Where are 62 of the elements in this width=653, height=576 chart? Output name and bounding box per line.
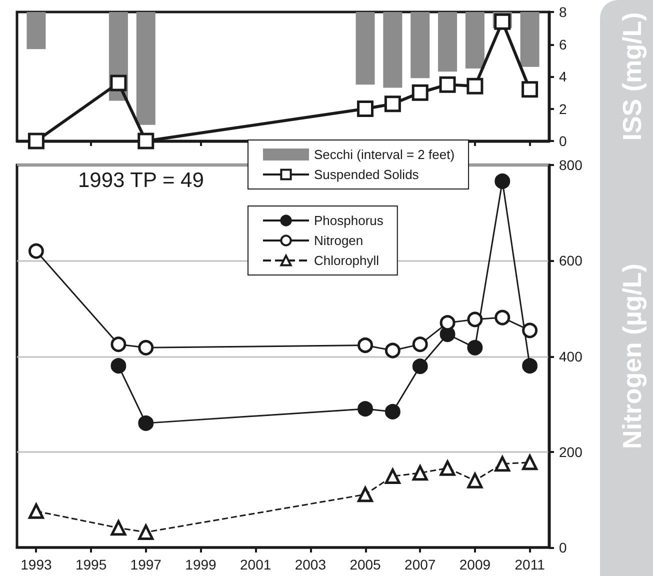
legend-label: Phosphorus [314, 213, 384, 228]
point [522, 322, 538, 338]
legend-label: Nitrogen [314, 233, 364, 248]
point [110, 520, 126, 536]
point [466, 78, 484, 94]
point [412, 465, 428, 481]
point [412, 84, 428, 101]
y-tick-label: 6 [559, 36, 567, 52]
point [467, 340, 483, 356]
point [138, 524, 154, 540]
x-tick-label: 2005 [350, 556, 382, 572]
legend-label: Secchi (interval = 2 feet) [314, 147, 455, 162]
y-tick-label: 8 [559, 4, 567, 20]
point [110, 358, 126, 374]
point [522, 81, 538, 98]
x-tick-label: 2007 [404, 556, 436, 572]
x-tick-label: 2011 [514, 556, 546, 572]
y-tick-label: 0 [559, 540, 567, 556]
point [358, 401, 374, 417]
y-tick-label: 400 [559, 348, 583, 364]
point [358, 338, 374, 353]
point [412, 358, 428, 374]
point [358, 486, 374, 502]
point [439, 76, 456, 93]
point [28, 503, 44, 519]
point [357, 100, 374, 117]
y-tick-label: 0 [559, 133, 567, 149]
y-tick-label: 600 [559, 252, 583, 269]
point [110, 336, 126, 352]
point [384, 468, 400, 484]
x-tick-label: 1993 [20, 556, 52, 572]
legend-label: Suspended Solids [314, 167, 420, 182]
point [138, 415, 154, 431]
y-tick-label: 200 [559, 444, 583, 460]
point [384, 342, 400, 358]
point [494, 310, 510, 326]
point [412, 336, 428, 352]
point [494, 174, 510, 190]
point [384, 96, 401, 112]
x-tick-label: 2009 [459, 556, 491, 572]
point [28, 243, 44, 259]
point [138, 132, 154, 150]
point [440, 460, 456, 476]
point [494, 456, 510, 472]
point [138, 340, 154, 356]
y-tick-label: 2 [559, 100, 567, 117]
point [467, 312, 483, 328]
y-tick-label: 4 [559, 68, 567, 84]
point [384, 404, 400, 420]
x-tick-label: 2001 [240, 556, 272, 572]
point [522, 454, 538, 470]
legend-label: Chlorophyll [314, 253, 380, 268]
point [467, 472, 483, 488]
x-tick-label: 1997 [130, 556, 162, 572]
point [28, 132, 44, 150]
point [522, 358, 538, 374]
x-tick-label: 2003 [294, 556, 326, 572]
point [110, 74, 127, 92]
annotation: 1993 TP = 49 [78, 169, 204, 192]
y-tick-label: 800 [559, 157, 583, 173]
x-tick-label: 1995 [75, 556, 107, 572]
x-tick-label: 1999 [185, 556, 217, 572]
